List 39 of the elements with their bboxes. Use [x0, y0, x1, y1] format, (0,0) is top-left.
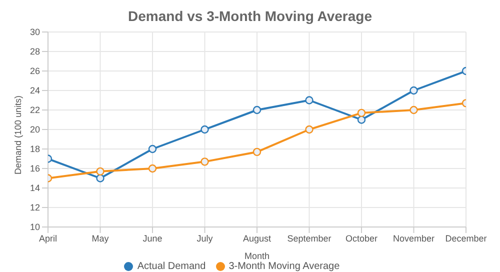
y-tick-label: 20: [30, 124, 40, 135]
point: [96, 174, 104, 182]
chart-title: Demand vs 3-Month Moving Average: [126, 8, 373, 26]
point: [357, 108, 366, 118]
point: [96, 167, 104, 176]
point: [410, 86, 418, 95]
point: [305, 125, 314, 134]
x-tick-label: July: [196, 233, 214, 244]
y-tick-label: 10: [30, 222, 40, 232]
x-tick-label: August: [242, 233, 272, 244]
point: [252, 106, 262, 114]
point: [148, 164, 157, 173]
x-axis-title: Month: [244, 251, 270, 261]
x-tick-label: November: [392, 233, 435, 244]
y-tick-label: 28: [30, 46, 40, 57]
point: [357, 116, 366, 124]
point: [252, 148, 262, 156]
point: [305, 96, 314, 104]
legend-label: 3-Month Moving Average: [228, 261, 340, 272]
y-tick-label: 14: [30, 183, 40, 194]
y-tick-label: 30: [30, 27, 40, 38]
x-tick-label: May: [92, 233, 110, 244]
x-tick-label: October: [345, 233, 378, 244]
point: [148, 144, 157, 154]
y-tick-label: 22: [30, 105, 40, 116]
y-tick-label: 12: [30, 202, 40, 213]
x-tick-label: September: [287, 233, 332, 244]
point: [200, 158, 209, 166]
x-tick-label: June: [142, 233, 162, 244]
point: [200, 125, 209, 134]
y-tick-label: 16: [30, 164, 40, 174]
x-tick-label: April: [38, 233, 58, 244]
y-tick-label: 24: [30, 86, 40, 96]
y-axis-title: Demand (100 units): [13, 95, 24, 174]
y-tick-label: 18: [30, 144, 40, 154]
y-tick-label: 26: [30, 66, 40, 76]
legend-label: Actual Demand: [137, 261, 206, 272]
x-tick-label: December: [445, 233, 487, 244]
point: [410, 106, 418, 114]
